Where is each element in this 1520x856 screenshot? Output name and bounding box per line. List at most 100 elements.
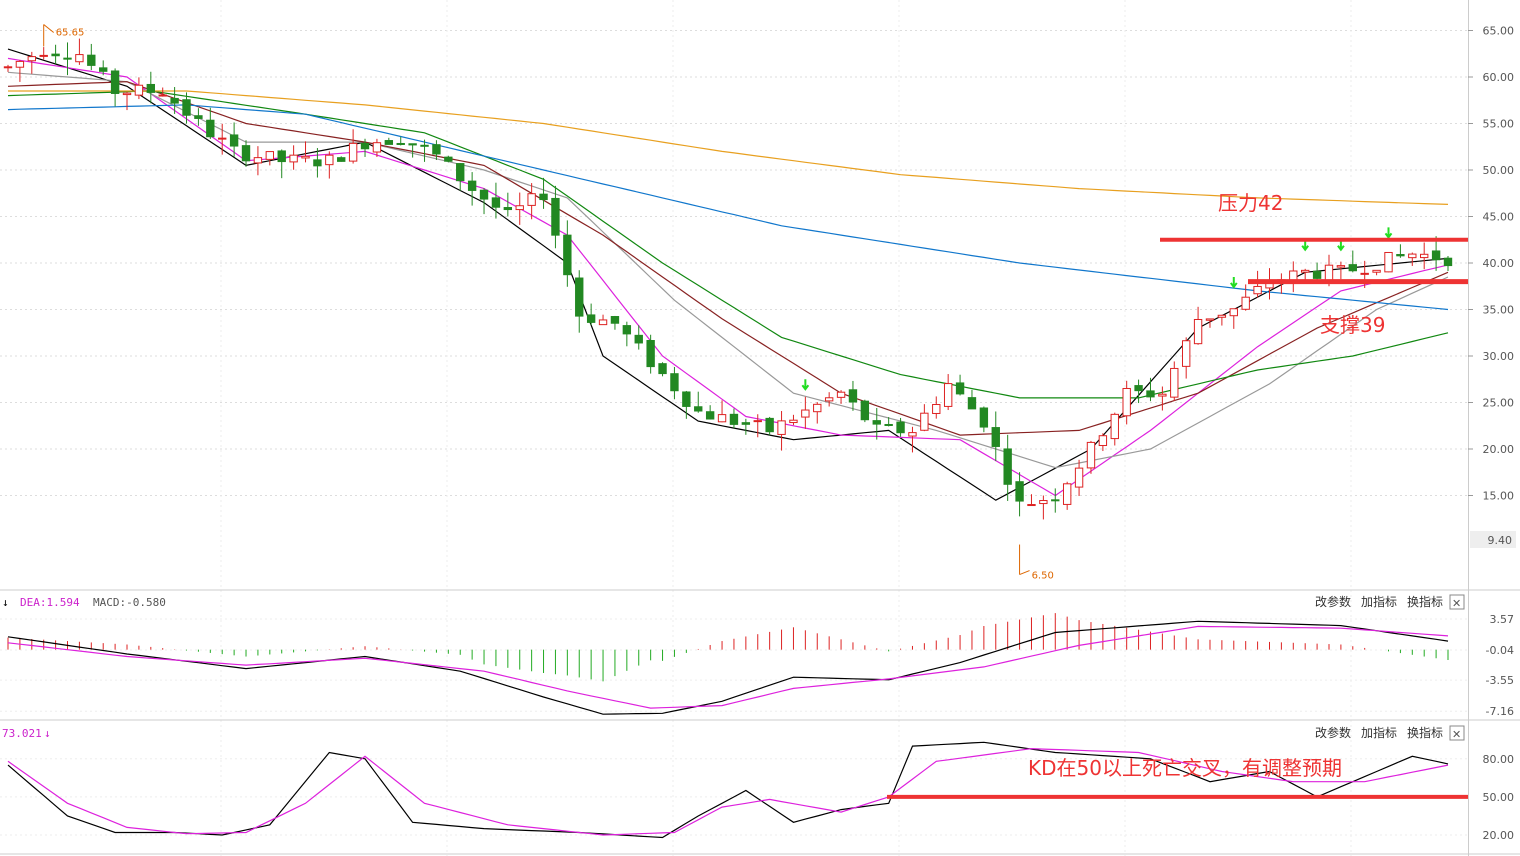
resistance-label: 压力42 <box>1218 191 1283 215</box>
candle-body <box>670 373 679 392</box>
candle-body <box>646 340 655 368</box>
kd-y-tick-label: 80.00 <box>1483 753 1515 766</box>
macd-control-2[interactable]: 加指标 <box>1361 594 1397 609</box>
candle-body <box>444 156 453 162</box>
kd-control-3[interactable]: 换指标 <box>1407 725 1443 740</box>
kd-j-value: 73.021 <box>2 727 42 740</box>
ma-line-4 <box>7 81 1449 436</box>
candle-body <box>206 119 215 138</box>
kd-header-arrow: ↓ <box>44 727 51 740</box>
buy-signal-arrow <box>1229 276 1238 289</box>
ma-line-6 <box>7 104 1449 311</box>
candle-body <box>551 197 560 236</box>
candle-body <box>860 400 870 421</box>
kd-control-2[interactable]: 加指标 <box>1361 725 1397 740</box>
candle-body <box>1003 448 1012 485</box>
candle-body <box>241 145 251 162</box>
candle-body <box>967 397 977 410</box>
candle-body <box>218 137 227 140</box>
candle-body <box>1431 250 1441 261</box>
candle-body <box>1336 265 1346 268</box>
candle-body <box>824 397 834 402</box>
buy-signal-arrow <box>1384 227 1393 240</box>
candle-body <box>348 142 358 162</box>
candle-body <box>1360 272 1369 275</box>
candle-body <box>1408 253 1417 259</box>
candle-body <box>420 144 429 147</box>
candle-body <box>1193 318 1203 345</box>
candle-body <box>467 180 477 191</box>
ma-line-5 <box>7 90 1449 399</box>
candle-body <box>170 97 179 104</box>
candle-body <box>1241 296 1250 310</box>
candle-body <box>1074 467 1084 488</box>
candle-body <box>872 420 881 425</box>
candle-body <box>729 413 739 425</box>
candle-body <box>527 193 536 206</box>
candle-body <box>515 205 524 211</box>
y-tick-label: 65.00 <box>1483 25 1515 38</box>
candle-body <box>182 99 191 116</box>
high-marker-arrow <box>43 24 55 33</box>
low-marker-arrow <box>1019 570 1030 576</box>
kd-close-button[interactable] <box>1449 725 1465 741</box>
annotations: 65.65 6.50 压力42 支撑39 <box>43 24 1468 582</box>
macd-close-button[interactable] <box>1449 594 1465 610</box>
candle-body <box>432 144 441 155</box>
candle-body <box>575 277 584 317</box>
candle-body <box>694 406 703 412</box>
moving-average-lines <box>7 48 1449 501</box>
candle-body <box>1312 270 1322 279</box>
macd-y-tick-label: 3.57 <box>1490 613 1515 626</box>
candle-body <box>63 57 72 60</box>
candle-body <box>122 92 132 96</box>
candle-body <box>1301 269 1310 273</box>
candle-body <box>920 412 929 431</box>
candle-body <box>1158 393 1167 397</box>
candle-body <box>337 157 346 162</box>
k-line <box>7 741 1449 839</box>
candle-body <box>717 414 727 423</box>
dif-line <box>7 620 1449 715</box>
candle-body <box>682 391 691 407</box>
candle-body <box>27 56 36 62</box>
macd-control-1[interactable]: 改参数 <box>1315 594 1351 609</box>
candle-body <box>765 417 774 433</box>
current-price-badge <box>1470 531 1516 548</box>
macd-y-tick-label: -7.16 <box>1486 705 1514 718</box>
candle-body <box>158 94 167 97</box>
candle-body <box>801 409 810 418</box>
macd-panel: 3.57 -0.04 -3.55 -7.16 ↓ DEA:1.594 MACD:-0.580… <box>0 594 1514 718</box>
macd-dea-label: DEA:1.594 <box>20 596 80 609</box>
candle-body <box>539 193 548 201</box>
kd-control-1[interactable]: 改参数 <box>1315 725 1351 740</box>
candle-body <box>253 157 263 164</box>
candle-body <box>51 53 60 57</box>
candle-body <box>325 154 334 166</box>
candle-body <box>503 207 513 211</box>
candle-body <box>1396 254 1405 257</box>
kd-annotation: KD在50以上死亡交叉，有调整预期 <box>1028 756 1342 780</box>
candle-body <box>1443 257 1453 267</box>
candle-body <box>836 391 846 398</box>
candle-body <box>777 420 786 435</box>
candle-body <box>789 419 798 424</box>
candle-body <box>277 150 286 163</box>
y-tick-label: 55.00 <box>1483 118 1515 131</box>
candle-body <box>658 363 667 375</box>
candle-body <box>1134 385 1143 392</box>
candle-body <box>598 319 608 326</box>
macd-control-3[interactable]: 换指标 <box>1407 594 1443 609</box>
ma-line-1 <box>7 48 1449 501</box>
candle-body <box>39 54 48 57</box>
y-tick-label: 40.00 <box>1483 257 1515 270</box>
candle-body <box>884 423 893 426</box>
ma-line-7 <box>8 90 1449 205</box>
candle-body <box>1110 413 1119 440</box>
ma-line-3 <box>7 71 1449 469</box>
candle-body <box>1348 264 1357 272</box>
candle-body <box>479 189 489 200</box>
candle-body <box>896 421 905 434</box>
candle-body <box>1039 500 1048 505</box>
